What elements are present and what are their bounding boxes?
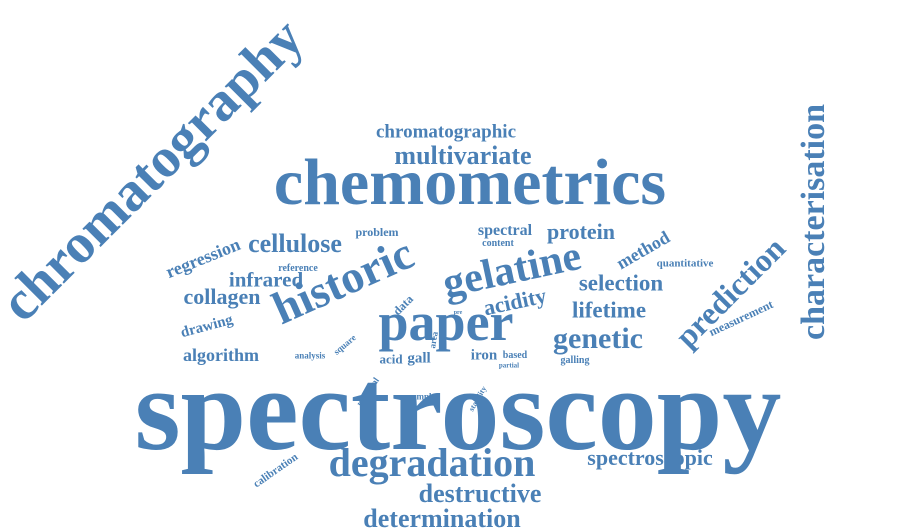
word-analysis: analysis [294, 350, 326, 361]
word-infrared: infrared [228, 267, 304, 292]
word-content: content [482, 238, 514, 249]
word-determination: determination [363, 504, 521, 530]
word-selection: selection [578, 270, 664, 296]
word-galling: galling [560, 355, 590, 366]
word-reference: reference [278, 263, 318, 274]
word-chemometrics: chemometrics [273, 146, 667, 219]
word-prediction: prediction [667, 229, 793, 355]
word-paper: paper [378, 292, 514, 352]
word-partial: partial [498, 361, 520, 370]
word-collagen: collagen [183, 284, 261, 309]
word-iron: iron [470, 347, 498, 364]
word-acid: acid [379, 351, 403, 367]
word-sample: sample [408, 391, 436, 402]
word-problem: problem [355, 225, 399, 239]
word-based: based [502, 350, 528, 361]
word-algorithm: algorithm [183, 345, 259, 365]
word-spectroscopy: spectroscopy [134, 344, 782, 475]
word-drawing: drawing [179, 311, 235, 342]
word-protein: protein [546, 219, 616, 244]
word-quantitative: quantitative [656, 257, 714, 270]
word-multivariate: multivariate [394, 141, 532, 170]
word-degradation: degradation [328, 440, 536, 485]
word-spectroscopic: spectroscopic [587, 445, 713, 470]
word-cellulose: cellulose [248, 229, 342, 258]
word-pre: pre [453, 310, 463, 316]
word-chromatographic: chromatographic [375, 121, 517, 143]
word-destructive: destructive [418, 479, 542, 508]
word-spectral: spectral [477, 222, 533, 239]
word-lifetime: lifetime [571, 297, 647, 323]
word-genetic: genetic [553, 322, 643, 355]
word-characterisation: characterisation [795, 103, 832, 341]
word-gall: gall [407, 350, 431, 367]
